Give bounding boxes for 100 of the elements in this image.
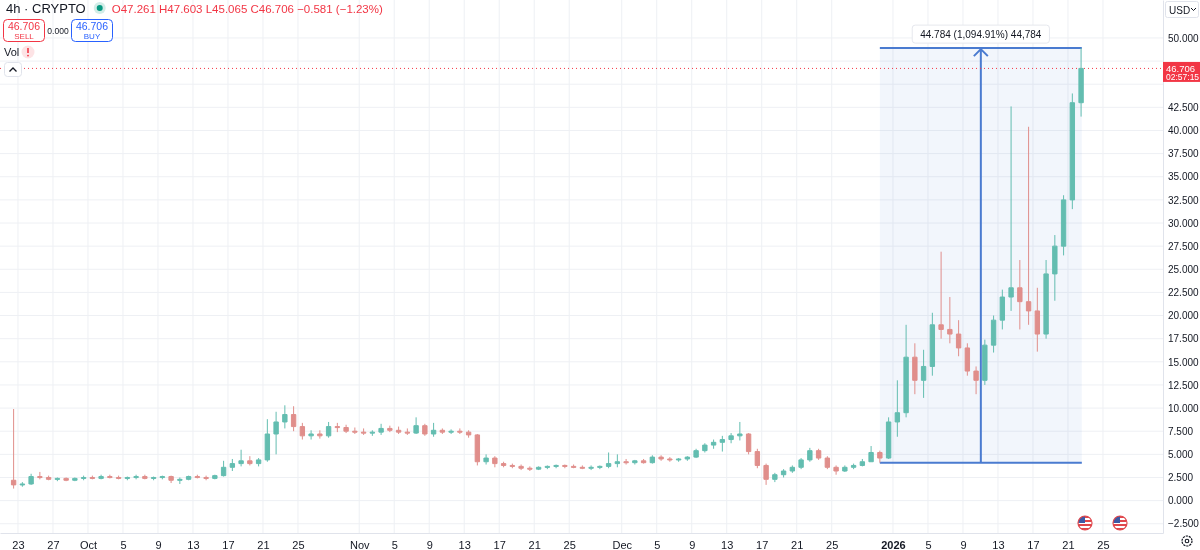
x-tick-label: Oct — [79, 538, 98, 550]
candlestick — [947, 296, 953, 344]
candlestick — [675, 457, 682, 463]
y-tick-label: 37.500 — [1168, 148, 1200, 160]
candlestick — [212, 474, 218, 480]
candlestick — [982, 339, 988, 386]
x-tick-label: 2026 — [881, 538, 906, 550]
candlestick — [920, 349, 927, 399]
x-tick-label: 17 — [1027, 538, 1040, 550]
chart-subtitle: O47.261 H47.603 L45.065 C46.706 −0.581 (−1.23%) — [111, 2, 383, 15]
x-tick-label: 25 — [1097, 538, 1110, 550]
candlestick — [632, 459, 638, 466]
candlestick — [815, 448, 822, 461]
candlestick — [45, 475, 52, 481]
candlestick — [728, 432, 734, 444]
annotation: 46.706 — [75, 20, 109, 32]
candlestick — [483, 453, 489, 466]
candlestick — [413, 416, 419, 435]
candlestick — [999, 289, 1006, 330]
candlestick — [19, 481, 26, 488]
candlestick — [387, 425, 393, 433]
candlestick — [1060, 194, 1067, 256]
x-tick-label: 23 — [12, 538, 25, 550]
candlestick — [247, 455, 253, 466]
candlestick — [614, 453, 621, 468]
y-tick-label: 50.000 — [1168, 32, 1200, 44]
candlestick — [859, 458, 866, 467]
y-tick-label: 20.000 — [1168, 310, 1200, 322]
annotation: Vol — [4, 46, 20, 58]
candlestick — [693, 448, 699, 459]
candlestick — [378, 423, 384, 436]
candlestick — [798, 457, 804, 470]
candlestick — [290, 405, 297, 432]
candlestick — [1008, 105, 1014, 312]
candlestick — [500, 461, 507, 468]
candlestick — [360, 427, 367, 436]
candlestick — [334, 422, 341, 433]
candlestick — [89, 475, 96, 480]
y-tick-label: 0.000 — [1168, 495, 1194, 507]
x-tick-label: Nov — [349, 538, 371, 550]
x-tick-label: 13 — [187, 538, 200, 550]
candlestick — [579, 464, 586, 470]
x-tick-label: 17 — [493, 538, 506, 550]
candlestick — [422, 423, 428, 437]
candlestick — [264, 418, 271, 463]
y-tick-label: 15.000 — [1168, 356, 1200, 368]
candlestick — [124, 476, 131, 481]
x-tick-label: 5 — [654, 538, 661, 550]
x-tick-label: 21 — [528, 538, 541, 550]
y-tick-label: 5.000 — [1168, 449, 1194, 461]
x-tick-label: 5 — [391, 538, 398, 550]
y-tick-label: 17.500 — [1168, 333, 1200, 345]
x-tick-label: 21 — [791, 538, 804, 550]
candlestick — [159, 475, 166, 480]
candlestick — [133, 474, 139, 480]
candlestick — [973, 365, 979, 395]
candlestick — [177, 476, 183, 485]
annotation: BUY — [83, 31, 101, 41]
candlestick — [220, 460, 227, 478]
candlestick — [667, 456, 673, 463]
x-tick-label: 9 — [426, 538, 433, 550]
y-tick-label: 27.500 — [1168, 240, 1200, 252]
x-tick-label: 21 — [1062, 538, 1075, 550]
candlestick — [509, 463, 516, 469]
candlestick — [885, 416, 892, 460]
y-tick-label: 40.000 — [1168, 125, 1200, 137]
candlestick — [745, 432, 752, 455]
y-tick-label: −2.500 — [1168, 518, 1200, 530]
band-label: 44.784 (1,094.91%) 44,784 — [920, 28, 1042, 40]
candlestick — [115, 475, 122, 480]
candlestick — [1043, 259, 1049, 340]
y-tick-label: 7.500 — [1168, 425, 1194, 437]
candlestick — [518, 464, 524, 471]
candlestick — [492, 455, 498, 468]
candlestick — [570, 464, 577, 469]
candlestick — [850, 463, 857, 470]
x-tick-label: 25 — [292, 538, 305, 550]
candlestick — [833, 464, 839, 476]
candlestick — [308, 429, 314, 441]
candlestick — [710, 439, 717, 450]
candlestick — [63, 476, 69, 482]
candlestick — [763, 463, 769, 486]
candlestick — [640, 458, 647, 465]
candlestick — [544, 464, 551, 470]
candlestick — [54, 476, 61, 482]
candlestick — [229, 458, 236, 472]
x-tick-label: 5 — [120, 538, 127, 550]
text: 02:57:15 — [1166, 71, 1200, 82]
candlestick — [98, 474, 104, 480]
candlestick — [107, 474, 113, 479]
candlestick — [273, 411, 279, 455]
chart-title: 4h · CRYPTO — [6, 0, 86, 16]
candlestick — [868, 445, 874, 463]
y-tick-label: 10.000 — [1168, 402, 1200, 414]
x-tick-label: 9 — [689, 538, 696, 550]
x-tick-label: 9 — [155, 538, 162, 550]
y-tick-label: 2.500 — [1168, 472, 1194, 484]
candlestick — [912, 342, 918, 395]
candlestick — [439, 427, 446, 435]
candlestick — [597, 464, 603, 470]
